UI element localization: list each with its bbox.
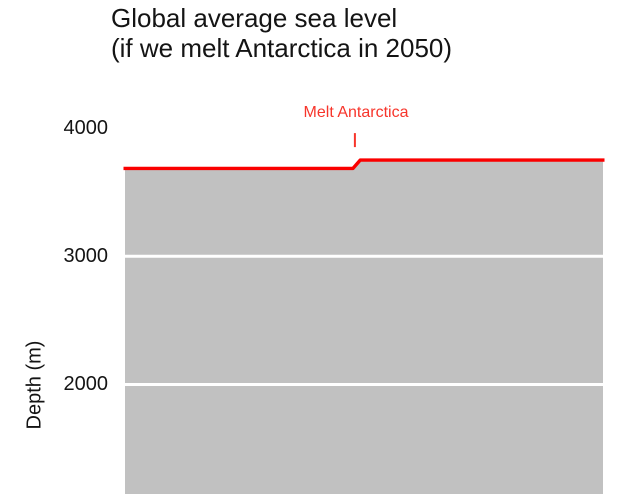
y-tick-4000: 4000 bbox=[63, 117, 109, 139]
sea-area-fill bbox=[125, 160, 603, 494]
chart-title-line2: (if we melt Antarctica in 2050) bbox=[111, 33, 453, 63]
chart-title-line1: Global average sea level bbox=[111, 3, 398, 33]
chart-title: Global average sea level (if we melt Ant… bbox=[111, 3, 452, 63]
sea-level-line bbox=[123, 158, 605, 171]
y-tick-3000: 3000 bbox=[63, 245, 109, 267]
annotation-label: Melt Antarctica bbox=[303, 104, 409, 121]
y-tick-2000: 2000 bbox=[63, 373, 109, 395]
